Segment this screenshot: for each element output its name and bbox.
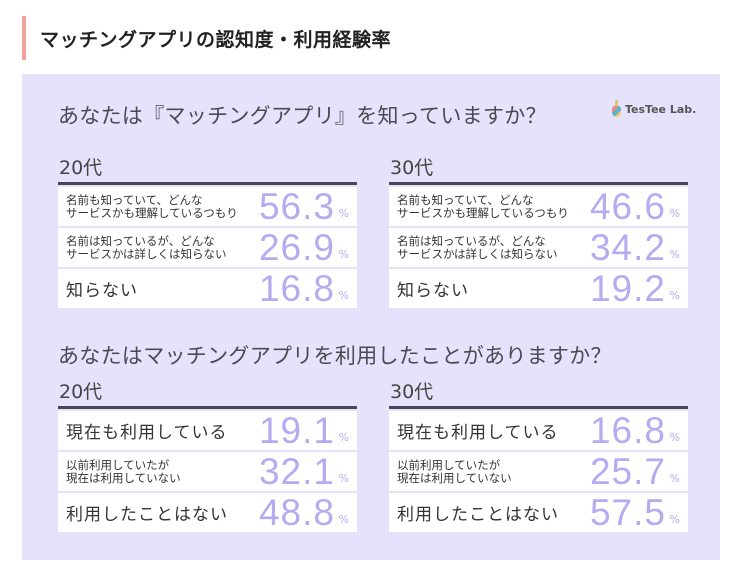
q2-group-30s: 30代 現在も利用している 16.8 % 以前利用していたが 現在は利用していな… [389,380,688,534]
logo-text: TesTee Lab. [625,102,697,116]
table-row: 名前は知っているが、どんな サービスかは詳しくは知らない 26.9 % [58,228,357,267]
row-value: 16.8 [258,268,335,309]
row-label: 知らない [66,281,138,301]
table-row: 知らない 19.2 % [389,269,688,308]
row-label: 知らない [397,281,469,301]
row-label: 以前利用していたが 現在は利用していない [66,457,181,485]
row-value: 57.5 [589,492,666,533]
percent-unit: % [669,431,680,444]
row-label: 名前は知っているが、どんな サービスかは詳しくは知らない [397,233,558,261]
row-label: 名前も知っていて、どんな サービスかも理解しているつもり [66,192,238,220]
row-value: 46.6 [589,186,666,227]
row-value: 19.2 [589,268,666,309]
percent-unit: % [338,513,349,526]
table-row: 現在も利用している 19.1 % [58,411,357,450]
row-value: 26.9 [258,227,335,268]
question-2-title: あなたはマッチングアプリを利用したことがありますか？ [58,344,612,368]
testee-lab-logo: TesTee Lab. [612,100,696,118]
percent-unit: % [669,472,680,485]
table-row: 名前も知っていて、どんな サービスかも理解しているつもり 46.6 % [389,187,688,226]
table-row: 現在も利用している 16.8 % [389,411,688,450]
table-row: 以前利用していたが 現在は利用していない 32.1 % [58,452,357,491]
table-row: 利用したことはない 57.5 % [389,493,688,532]
row-label: 名前は知っているが、どんな サービスかは詳しくは知らない [66,233,227,261]
row-label: 以前利用していたが 現在は利用していない [397,457,512,485]
percent-unit: % [338,289,349,302]
row-label: 現在も利用している [397,423,559,443]
row-label: 名前も知っていて、どんな サービスかも理解しているつもり [397,192,569,220]
divider [389,406,688,409]
table-row: 知らない 16.8 % [58,269,357,308]
percent-unit: % [669,513,680,526]
row-value: 25.7 [589,451,666,492]
age-label: 20代 [59,157,103,179]
row-value: 32.1 [258,451,335,492]
percent-unit: % [669,248,680,261]
percent-unit: % [669,207,680,220]
divider [58,182,357,185]
row-label: 現在も利用している [66,423,228,443]
row-value: 34.2 [589,227,666,268]
divider [58,406,357,409]
age-label: 20代 [59,381,103,403]
table-row: 利用したことはない 48.8 % [58,493,357,532]
lightbulb-logo-icon [612,100,621,118]
table-row: 以前利用していたが 現在は利用していない 25.7 % [389,452,688,491]
percent-unit: % [338,431,349,444]
q2-group-20s: 20代 現在も利用している 19.1 % 以前利用していたが 現在は利用していな… [58,380,357,534]
row-value: 19.1 [258,410,335,451]
row-label: 利用したことはない [66,505,228,525]
question-1-title: あなたは『マッチングアプリ』を知っていますか？ [58,104,547,128]
q1-group-30s: 30代 名前も知っていて、どんな サービスかも理解しているつもり 46.6 % … [389,156,688,310]
row-label: 利用したことはない [397,505,559,525]
divider [389,182,688,185]
percent-unit: % [338,207,349,220]
page-heading: マッチングアプリの認知度・利用経験率 [22,16,391,60]
row-value: 48.8 [258,492,335,533]
percent-unit: % [338,472,349,485]
infographic-panel: あなたは『マッチングアプリ』を知っていますか？ TesTee Lab. 20代 … [22,74,720,560]
table-row: 名前も知っていて、どんな サービスかも理解しているつもり 56.3 % [58,187,357,226]
age-label: 30代 [390,381,434,403]
age-label: 30代 [390,157,434,179]
row-value: 16.8 [589,410,666,451]
table-row: 名前は知っているが、どんな サービスかは詳しくは知らない 34.2 % [389,228,688,267]
percent-unit: % [338,248,349,261]
row-value: 56.3 [258,186,335,227]
q1-group-20s: 20代 名前も知っていて、どんな サービスかも理解しているつもり 56.3 % … [58,156,357,310]
percent-unit: % [669,289,680,302]
